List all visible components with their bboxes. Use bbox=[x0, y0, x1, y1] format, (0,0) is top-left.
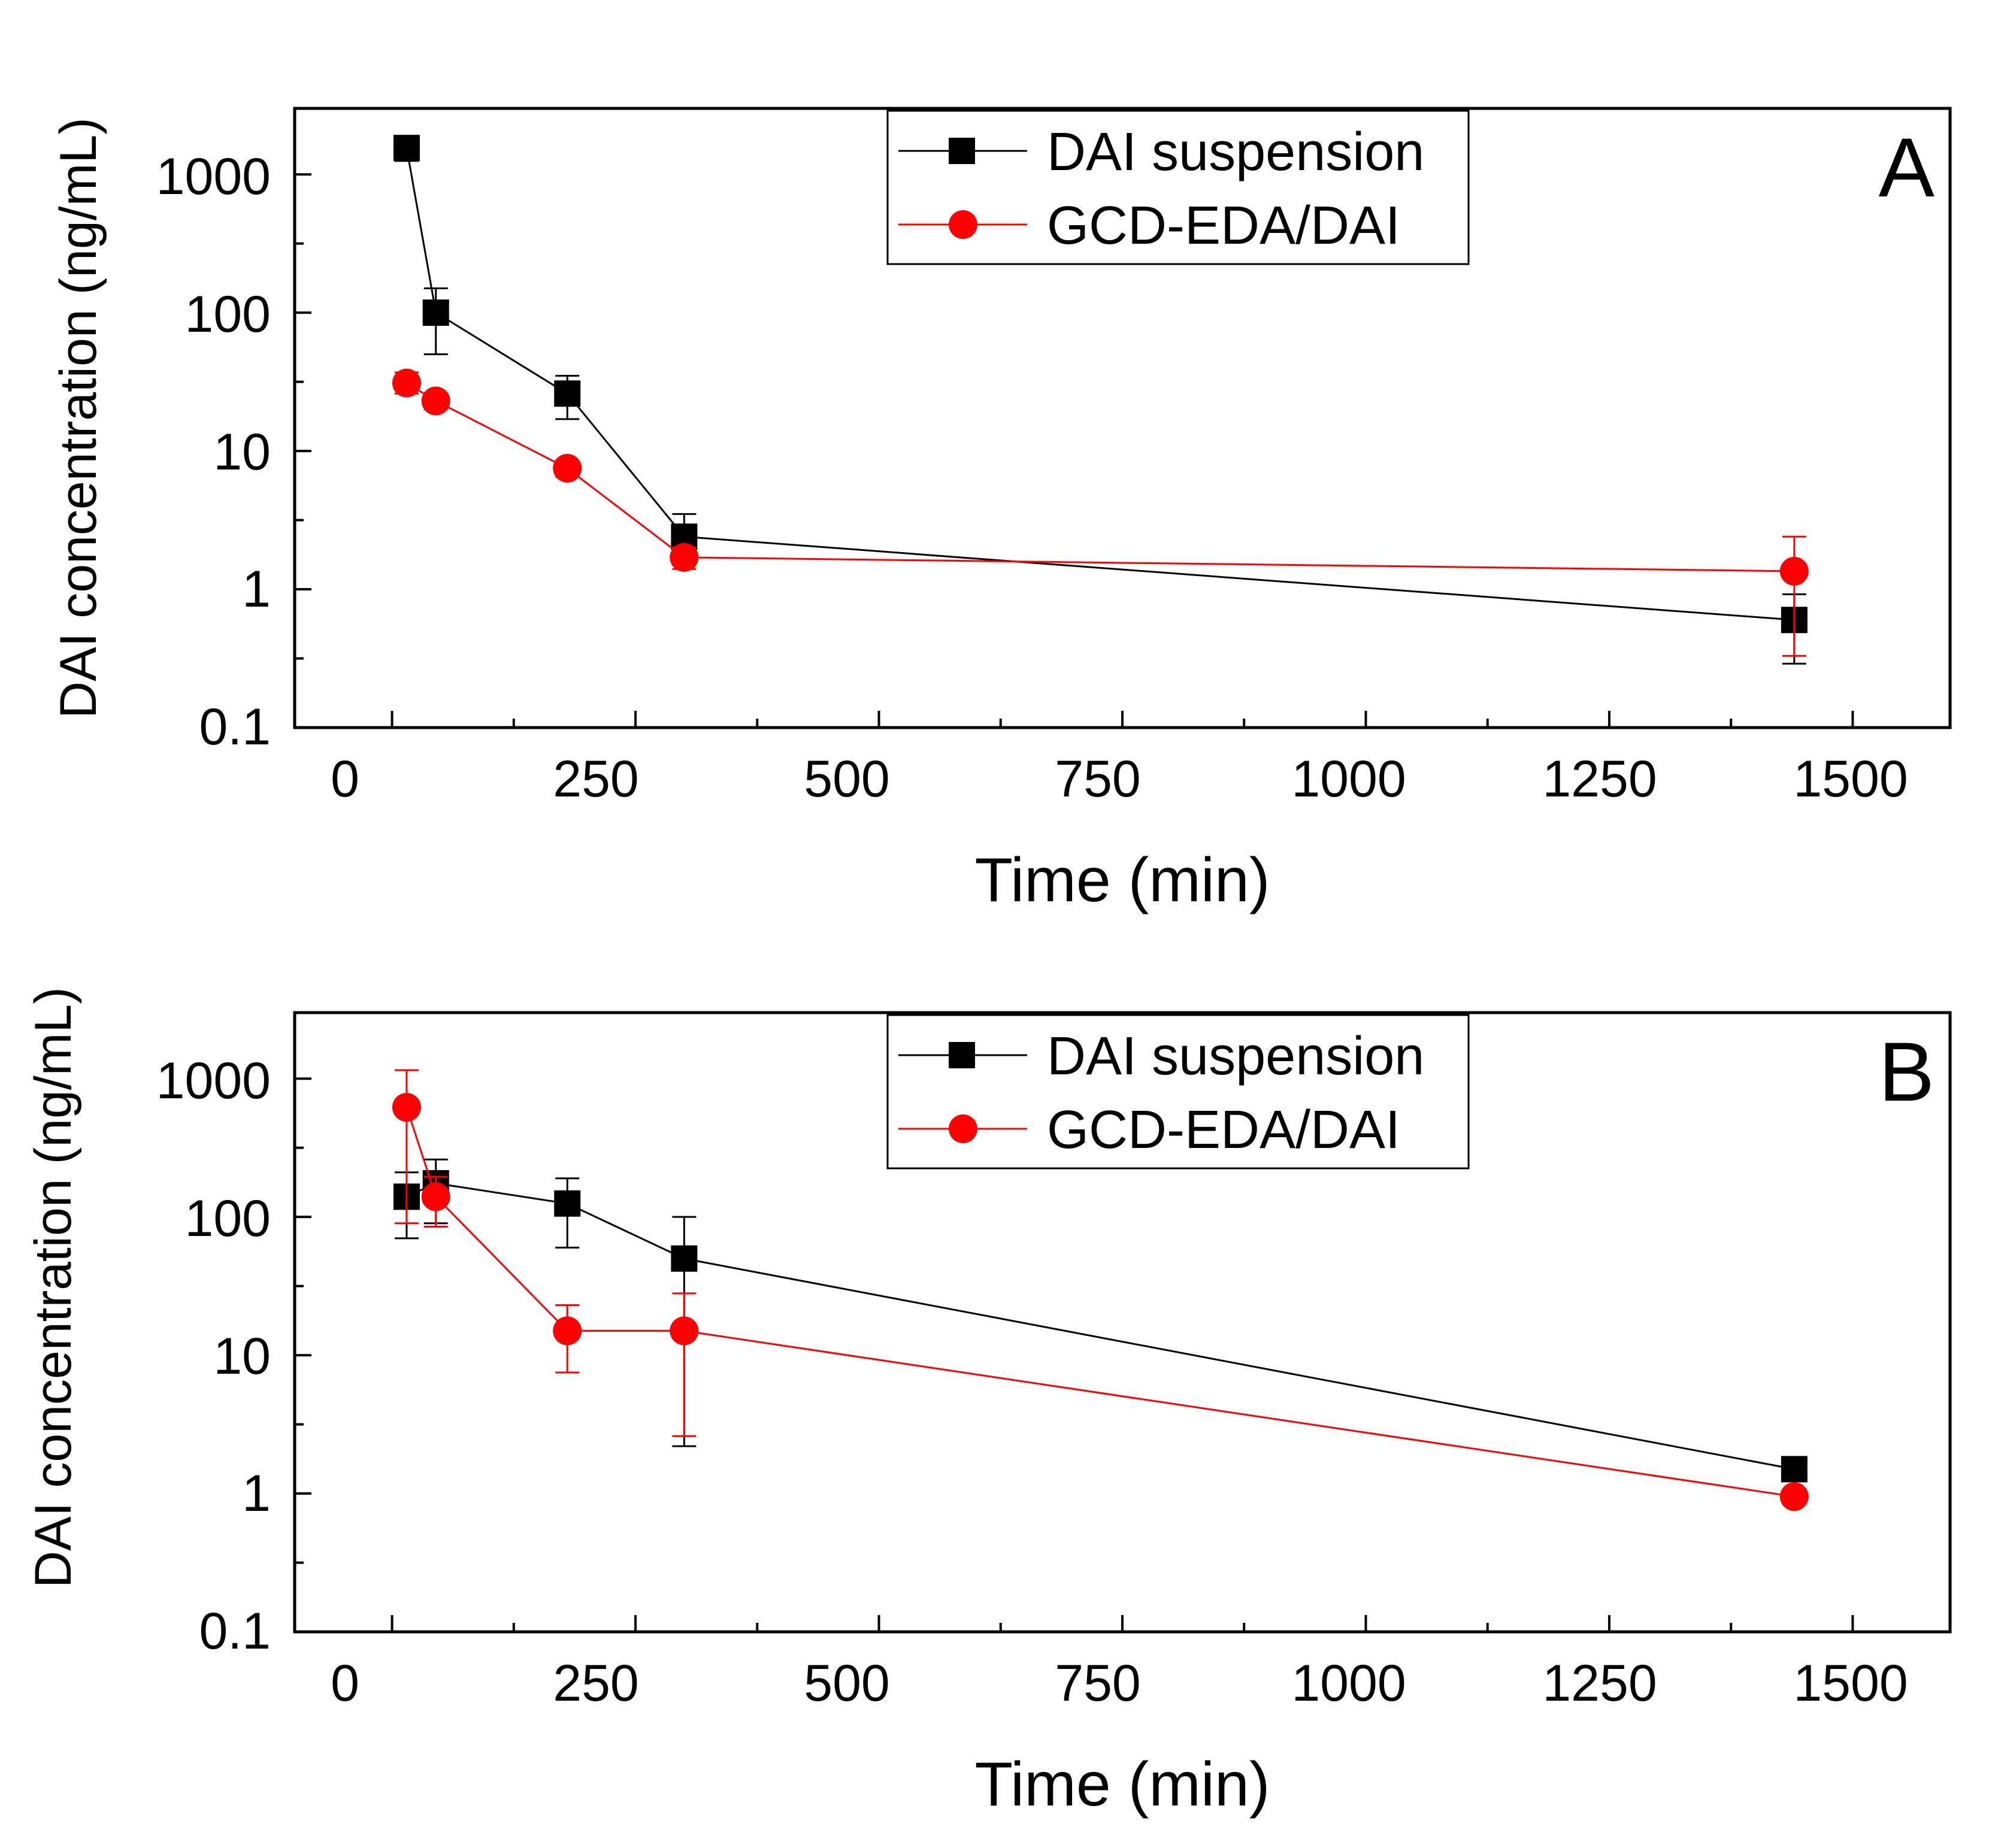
panel-a-ytick-label: 10 bbox=[213, 423, 271, 481]
panel-b-y-axis-title: DAI concentration (ng/mL) bbox=[25, 987, 82, 1588]
data-point-gcd-eda-dai bbox=[553, 453, 582, 483]
panel-a-ytick-label: 0.1 bbox=[199, 698, 271, 756]
panel-a-ticks bbox=[295, 173, 1854, 729]
panel-b-xtick-label: 1500 bbox=[1793, 1655, 1908, 1712]
legend-marker-circle bbox=[949, 1114, 977, 1143]
panel-b-label: B bbox=[1879, 1025, 1935, 1119]
panel-b-y-tick-labels: 0.1 1 10 100 1000 bbox=[156, 1052, 271, 1660]
legend-marker-circle bbox=[949, 210, 977, 239]
panel-b-xtick-label: 250 bbox=[553, 1655, 639, 1712]
panel-a-xtick-label: 500 bbox=[804, 750, 890, 808]
data-point-dai-suspension bbox=[422, 299, 449, 326]
panel-a-xtick-label: 1250 bbox=[1542, 750, 1657, 808]
panel-b-ytick-label: 10 bbox=[213, 1328, 271, 1385]
data-point-dai-suspension bbox=[1781, 1456, 1808, 1483]
panel-b-legend-label-dai-suspension: DAI suspension bbox=[1047, 1026, 1424, 1086]
panel-a-legend-label-dai-suspension: DAI suspension bbox=[1047, 122, 1424, 182]
data-point-dai-suspension bbox=[554, 1190, 581, 1217]
panel-a-x-tick-labels: 0 250 500 750 1000 1250 1500 bbox=[331, 750, 1908, 808]
data-point-dai-suspension bbox=[393, 135, 420, 162]
panel-a-x-axis-title: Time (min) bbox=[975, 846, 1270, 915]
data-point-gcd-eda-dai bbox=[553, 1316, 582, 1346]
data-point-gcd-eda-dai bbox=[392, 1093, 421, 1122]
panel-a: 0.1 1 10 100 1000 0 250 500 750 1000 125… bbox=[50, 107, 1952, 915]
data-point-gcd-eda-dai bbox=[670, 543, 699, 572]
panel-b-marks bbox=[392, 1069, 1809, 1511]
panel-a-y-axis-title: DAI concentration (ng/mL) bbox=[50, 117, 107, 719]
data-point-gcd-eda-dai bbox=[421, 386, 450, 416]
panel-a-ytick-label: 100 bbox=[185, 286, 271, 343]
panel-b-legend: DAI suspension GCD-EDA/DAI bbox=[886, 1014, 1470, 1170]
panel-a-ytick-label: 1 bbox=[242, 561, 271, 618]
panel-a-xtick-label: 0 bbox=[331, 750, 359, 808]
panel-a-xtick-label: 1500 bbox=[1793, 750, 1908, 808]
panel-a-label: A bbox=[1879, 120, 1935, 214]
panel-a-marks bbox=[392, 135, 1809, 665]
legend-marker-square bbox=[949, 138, 975, 164]
series-line-dai-suspension bbox=[406, 1182, 1795, 1470]
panel-b-ticks bbox=[295, 1077, 1854, 1633]
data-point-gcd-eda-dai bbox=[1779, 556, 1809, 586]
data-point-gcd-eda-dai bbox=[670, 1316, 699, 1346]
data-point-gcd-eda-dai bbox=[421, 1182, 450, 1211]
panel-b-xtick-label: 1250 bbox=[1542, 1655, 1657, 1712]
panel-a-legend: DAI suspension GCD-EDA/DAI bbox=[886, 110, 1470, 265]
panel-b-ytick-label: 100 bbox=[185, 1190, 271, 1247]
data-point-gcd-eda-dai bbox=[392, 368, 421, 398]
panel-b-xtick-label: 0 bbox=[331, 1655, 359, 1712]
panel-b-xtick-label: 500 bbox=[804, 1655, 890, 1712]
panel-b-legend-box bbox=[886, 1014, 1470, 1170]
series-line-gcd-eda-dai bbox=[406, 382, 1794, 572]
panel-b-legend-label-gcd-eda-dai: GCD-EDA/DAI bbox=[1047, 1100, 1400, 1160]
panel-b-xtick-label: 750 bbox=[1055, 1655, 1141, 1712]
panel-a-xtick-label: 1000 bbox=[1291, 750, 1406, 808]
panel-b-ytick-label: 1 bbox=[242, 1465, 271, 1522]
legend-marker-square bbox=[949, 1042, 975, 1068]
panel-b-ytick-label: 1000 bbox=[156, 1052, 271, 1110]
data-point-dai-suspension bbox=[671, 1245, 698, 1272]
panel-a-xtick-label: 250 bbox=[553, 750, 639, 808]
data-point-dai-suspension bbox=[554, 380, 581, 407]
panel-b-xtick-label: 1000 bbox=[1291, 1655, 1406, 1712]
panel-b: 0.1 1 10 100 1000 0 250 500 750 1000 125… bbox=[25, 987, 1952, 1819]
panel-a-ytick-label: 1000 bbox=[156, 148, 271, 205]
panel-a-xtick-label: 750 bbox=[1055, 750, 1141, 808]
panel-b-x-axis-title: Time (min) bbox=[975, 1750, 1270, 1819]
data-point-gcd-eda-dai bbox=[1779, 1482, 1809, 1511]
panel-b-x-tick-labels: 0 250 500 750 1000 1250 1500 bbox=[331, 1655, 1908, 1712]
panel-a-legend-label-gcd-eda-dai: GCD-EDA/DAI bbox=[1047, 196, 1400, 256]
panel-a-y-tick-labels: 0.1 1 10 100 1000 bbox=[156, 148, 271, 756]
panel-b-ytick-label: 0.1 bbox=[199, 1602, 271, 1660]
panel-a-legend-box bbox=[886, 110, 1470, 265]
